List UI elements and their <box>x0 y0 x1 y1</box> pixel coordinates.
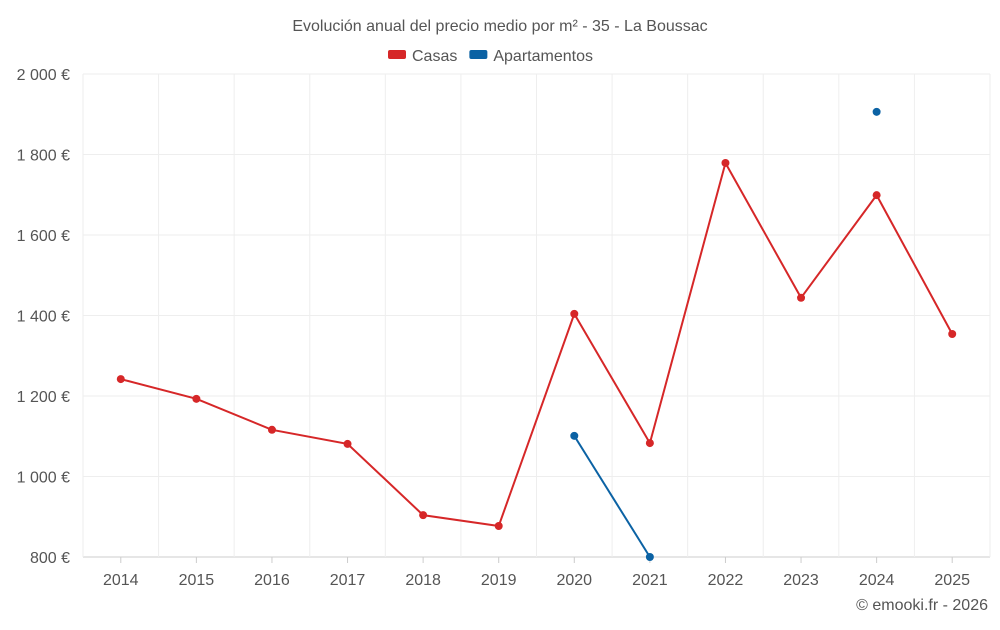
data-point <box>948 330 957 339</box>
legend-swatch <box>388 50 406 59</box>
grid <box>82 73 991 558</box>
x-tick-label: 2023 <box>783 572 819 589</box>
chart-title: Evolución anual del precio medio por m² … <box>292 18 707 35</box>
data-point <box>570 309 579 318</box>
legend-label: Casas <box>412 48 457 65</box>
x-tick-label: 2017 <box>330 572 366 589</box>
data-point <box>419 511 428 520</box>
series-line <box>120 160 954 528</box>
data-point <box>872 191 881 200</box>
y-tick-label: 1 600 € <box>17 228 70 245</box>
y-axis: 800 € 1 000 € 1 200 € 1 400 € 1 600 € 1 800 €… <box>17 67 70 567</box>
data-point <box>494 522 503 531</box>
y-tick-label: 800 € <box>30 550 70 567</box>
x-tick-label: 2019 <box>481 572 517 589</box>
legend-swatch <box>469 50 488 59</box>
data-point <box>116 375 125 384</box>
y-tick-label: 1 800 € <box>17 148 70 165</box>
credit: © emooki.fr - 2026 <box>856 597 988 614</box>
data-point <box>872 107 881 116</box>
x-tick-label: 2022 <box>708 572 744 589</box>
series-line <box>573 435 651 558</box>
x-tick-label: 2016 <box>254 572 290 589</box>
legend: Casas Apartamentos <box>388 48 593 65</box>
x-tick-label: 2021 <box>632 572 668 589</box>
x-axis: 2014 2015 2016 2017 2018 2019 2020 2021 2022 2023… <box>103 557 970 589</box>
x-tick-label: 2025 <box>934 572 970 589</box>
y-tick-label: 1 200 € <box>17 389 70 406</box>
series-apartamentos <box>570 107 881 561</box>
data-point <box>192 394 201 403</box>
x-tick-label: 2014 <box>103 572 139 589</box>
data-point <box>645 553 654 561</box>
legend-label: Apartamentos <box>493 48 593 65</box>
y-tick-label: 1 000 € <box>17 470 70 487</box>
data-point <box>645 439 654 448</box>
data-point <box>570 431 579 440</box>
x-tick-label: 2015 <box>179 572 215 589</box>
data-point <box>797 293 806 302</box>
y-tick-label: 1 400 € <box>17 309 70 326</box>
data-point <box>343 439 352 448</box>
series-casas <box>116 158 957 531</box>
series-group <box>116 107 957 561</box>
data-point <box>721 158 730 167</box>
x-tick-label: 2020 <box>556 572 592 589</box>
x-tick-label: 2018 <box>405 572 441 589</box>
x-tick-label: 2024 <box>859 572 895 589</box>
y-tick-label: 2 000 € <box>17 67 70 84</box>
data-point <box>267 425 276 434</box>
